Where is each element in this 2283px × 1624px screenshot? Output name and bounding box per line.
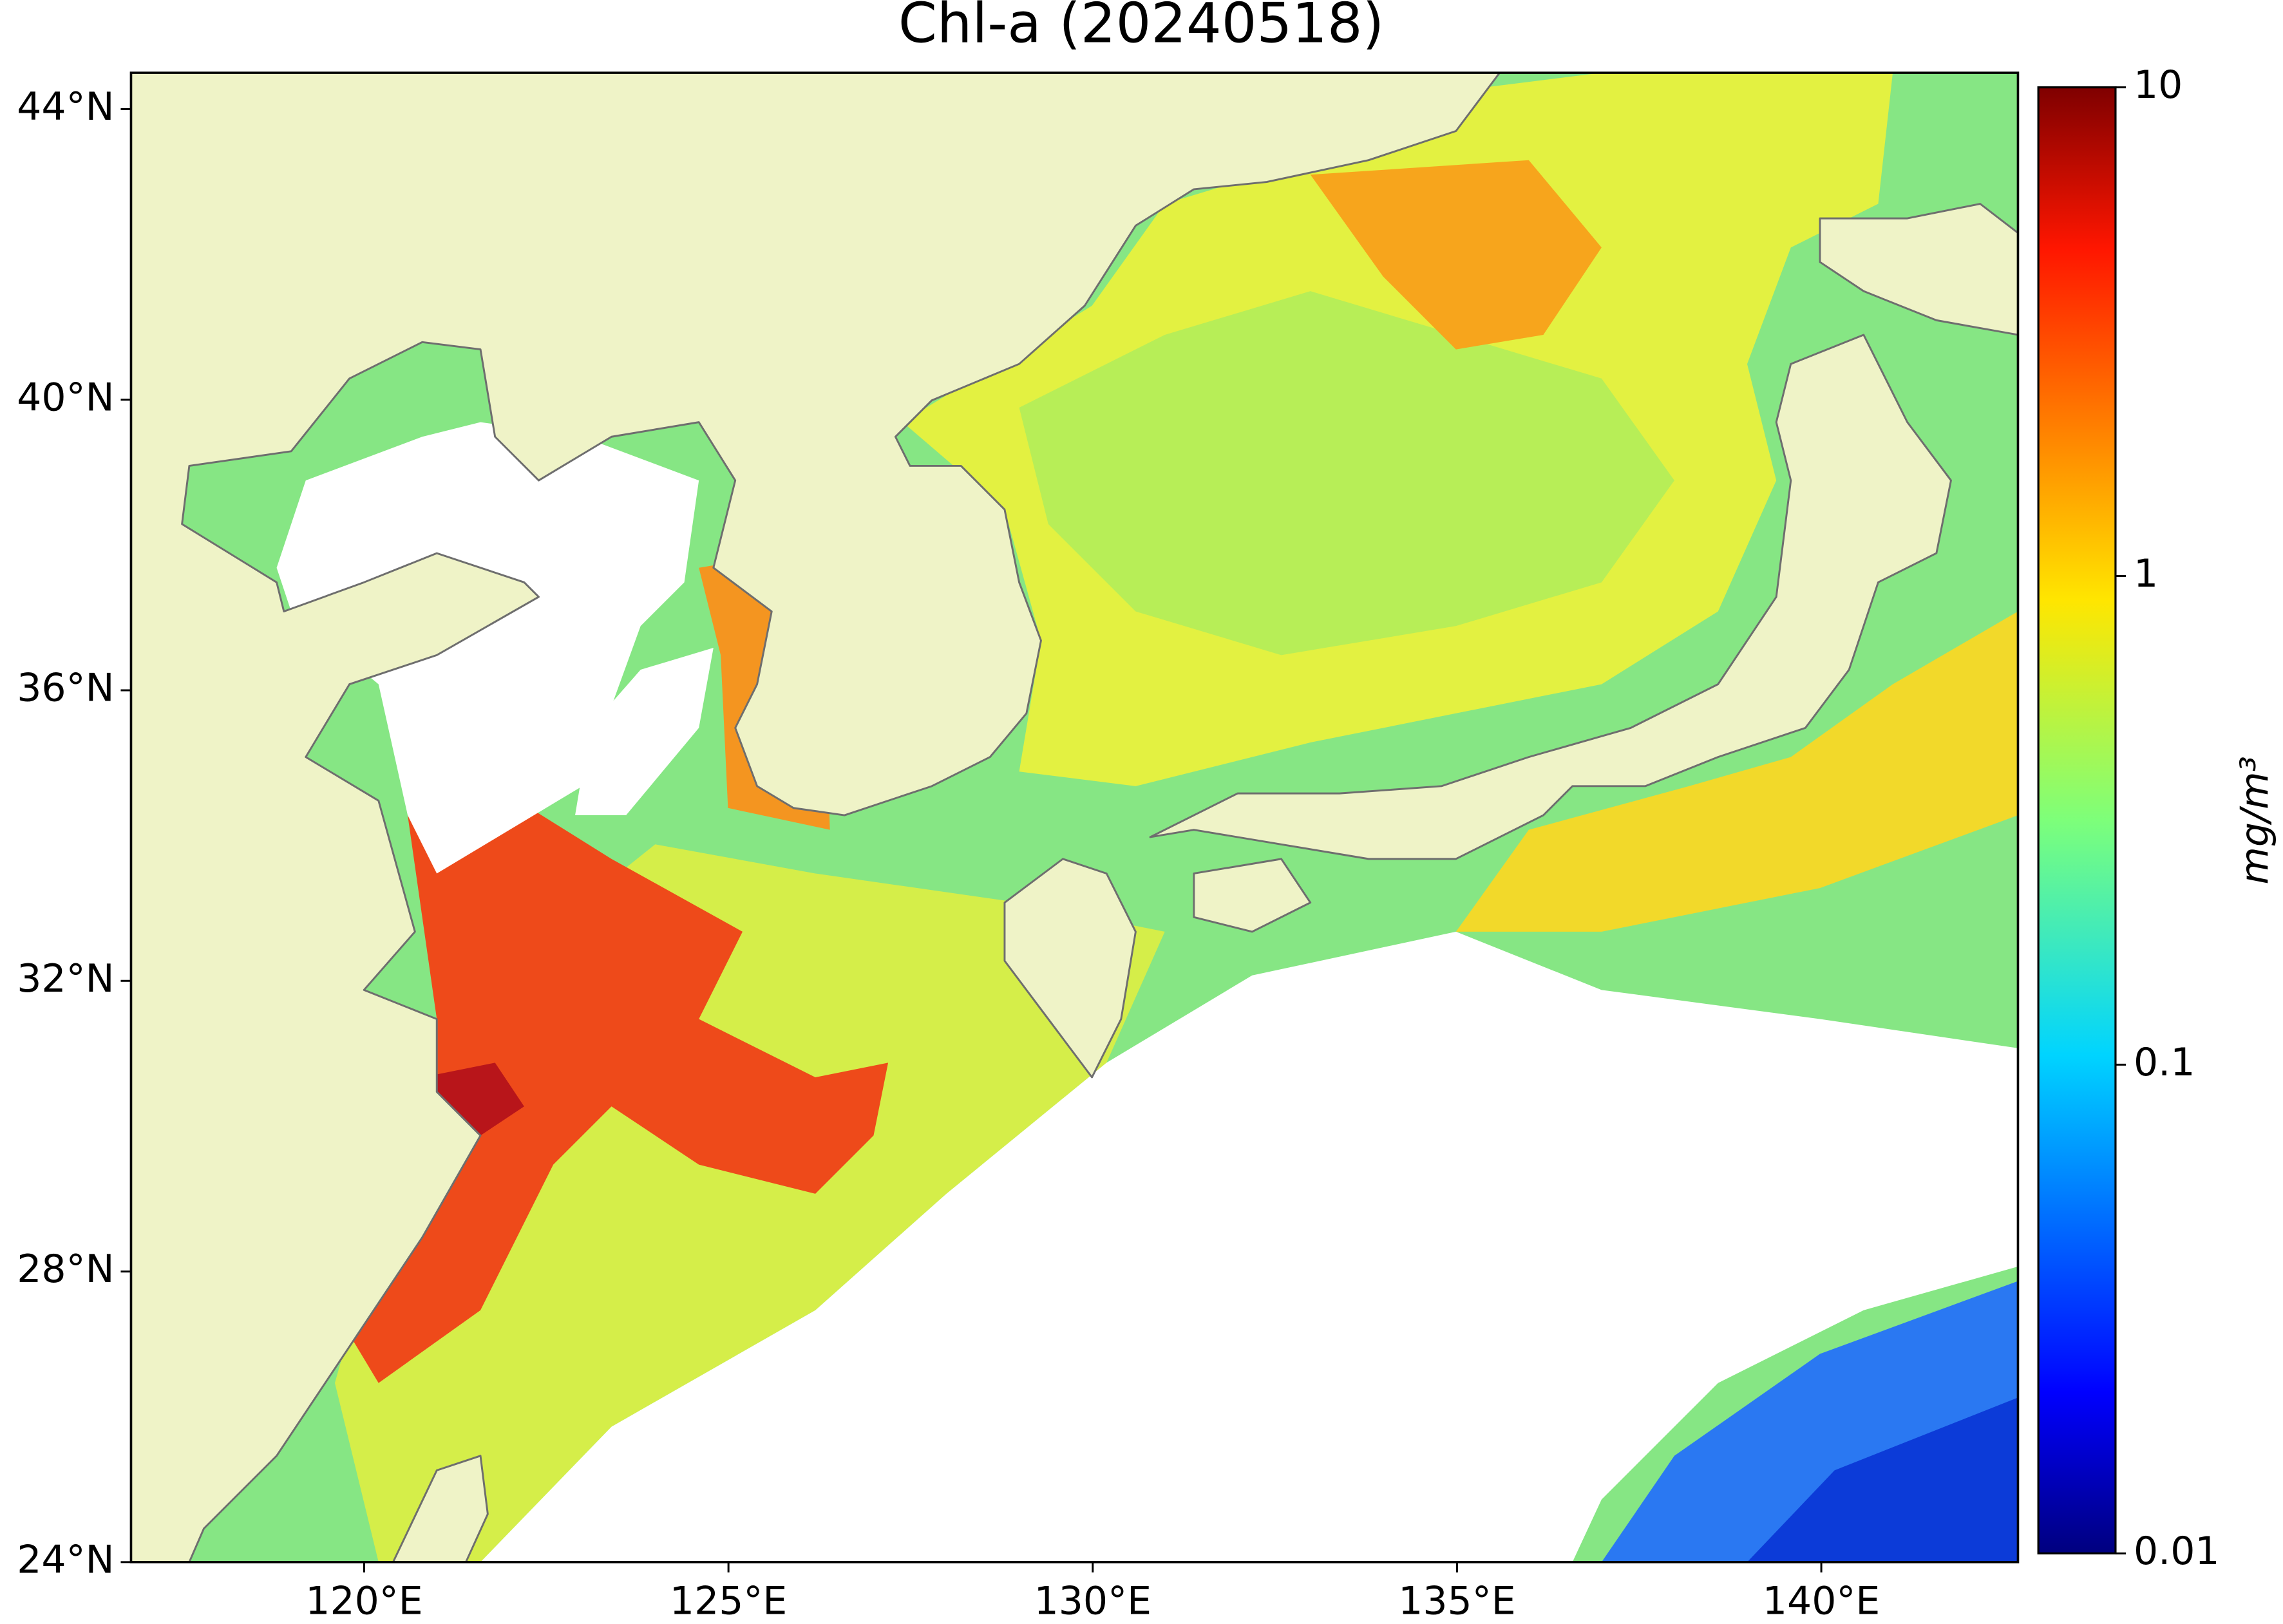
land-kyushu	[1003, 858, 1137, 1079]
colorbar-label: mg/m³	[2233, 756, 2278, 884]
land-mainland	[131, 73, 1501, 1562]
no-data	[480, 931, 2018, 1562]
map-image	[129, 71, 2117, 1563]
colorbar-tick-label: 1	[2134, 551, 2158, 596]
y-tick-label: 40°N	[17, 375, 114, 420]
colorbar-tick-label: 10	[2134, 62, 2183, 108]
low-chl-patch	[1747, 1397, 2018, 1562]
colorbar-tick-label: 0.01	[2134, 1529, 2220, 1574]
x-tick-label: 130°E	[1034, 1578, 1151, 1623]
sea-patch	[1310, 160, 1602, 350]
y-tick-label: 32°N	[17, 956, 114, 1001]
chart-title: Chl-a (20240518)	[898, 0, 1384, 55]
y-tick-label: 24°N	[17, 1537, 114, 1582]
axes-frame	[129, 71, 2020, 1563]
x-tick-label: 120°E	[305, 1578, 422, 1623]
land-taiwan	[392, 1455, 489, 1562]
land-hokkaido	[1819, 203, 2018, 336]
y-tick-label: 28°N	[17, 1247, 114, 1292]
y-tick-label: 44°N	[17, 84, 114, 129]
pacific-coast	[1455, 611, 2018, 932]
land-honshu	[1149, 334, 1952, 860]
land-shikoku	[1193, 858, 1312, 933]
colorbar	[2037, 86, 2117, 1554]
ecs-bloom	[334, 786, 889, 1383]
y-tick-label: 36°N	[17, 666, 114, 711]
colorbar-tick-label: 0.1	[2134, 1040, 2195, 1085]
x-tick-label: 125°E	[670, 1578, 787, 1623]
x-tick-label: 135°E	[1398, 1578, 1515, 1623]
x-tick-label: 140°E	[1763, 1578, 1880, 1623]
sea-patch	[1019, 291, 1674, 656]
no-data	[276, 422, 699, 874]
no-data	[575, 648, 714, 816]
